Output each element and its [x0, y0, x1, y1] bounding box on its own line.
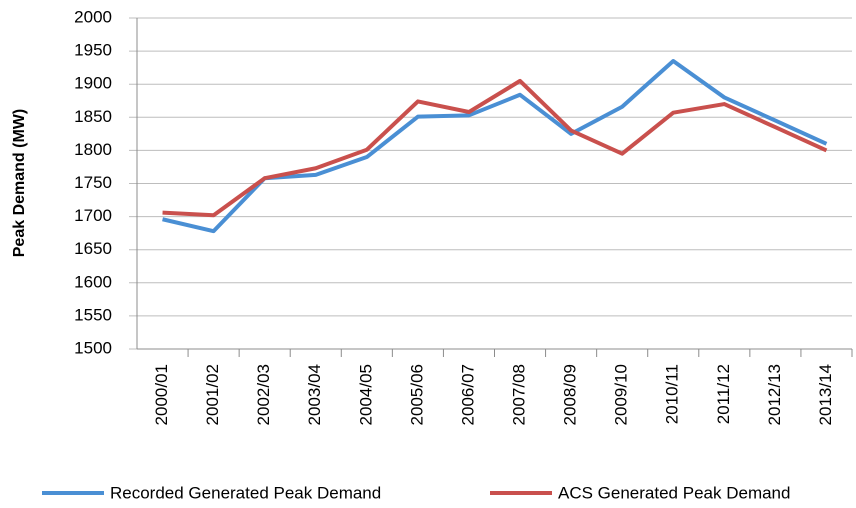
y-tick-label: 1650	[74, 239, 112, 258]
x-tick-label: 2005/06	[407, 364, 426, 425]
x-tick-label: 2004/05	[356, 364, 375, 425]
x-tick-label: 2011/12	[714, 364, 733, 424]
x-tick-label: 2002/03	[254, 364, 273, 425]
x-tick-label: 2006/07	[458, 364, 477, 425]
y-tick-label: 1850	[74, 107, 112, 126]
x-tick-label: 2007/08	[510, 364, 529, 425]
x-tick-label: 2010/11	[663, 364, 682, 424]
x-tick-label: 2013/14	[816, 364, 835, 425]
legend-label: ACS Generated Peak Demand	[558, 483, 790, 502]
x-tick-label: 2003/04	[305, 364, 324, 425]
y-tick-label: 1950	[74, 41, 112, 60]
series-line	[162, 59, 828, 234]
y-tick-label: 1900	[74, 74, 112, 93]
y-tick-label: 1600	[74, 272, 112, 291]
y-tick-label: 1500	[74, 338, 112, 357]
x-tick-label: 2000/01	[152, 364, 171, 425]
x-tick-label: 2009/10	[612, 364, 631, 425]
y-tick-label: 1550	[74, 305, 112, 324]
y-tick-label: 1700	[74, 206, 112, 225]
y-tick-label: 1750	[74, 173, 112, 192]
x-tick-label: 2012/13	[765, 364, 784, 425]
y-tick-label: 2000	[74, 7, 112, 26]
legend-label: Recorded Generated Peak Demand	[110, 483, 381, 502]
series-line	[162, 78, 828, 218]
y-tick-label: 1800	[74, 140, 112, 159]
x-tick-label: 2008/09	[561, 364, 580, 425]
y-axis-label: Peak Demand (MW)	[11, 109, 28, 257]
x-tick-label: 2001/02	[203, 364, 222, 425]
